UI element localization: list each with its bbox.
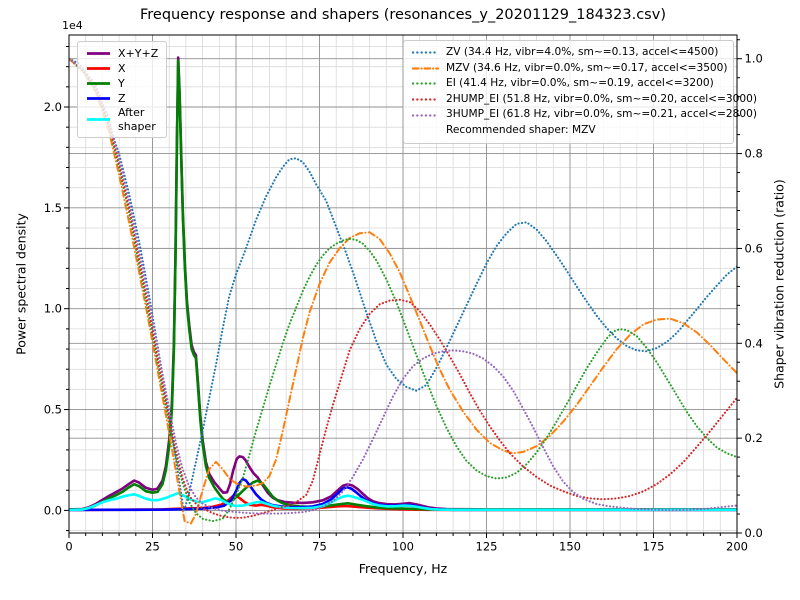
y-right-tick-label: 0.0 <box>745 526 763 540</box>
chart-title: Frequency response and shapers (resonanc… <box>140 7 666 23</box>
legend-label: Recommended shaper: MZV <box>446 124 596 137</box>
y-right-tick-label: 0.4 <box>745 336 763 350</box>
y-left-tick-label: 2.0 <box>44 100 62 114</box>
legend-sample-blank <box>412 125 439 136</box>
y-right-tick-label: 1.0 <box>745 52 763 66</box>
x-tick-label: 100 <box>392 540 414 554</box>
legend-label: X <box>118 61 126 75</box>
legend-row: MZV (34.6 Hz, vibr=0.0%, sm~=0.17, accel… <box>412 61 728 77</box>
series-2hump-ei-line <box>69 57 737 519</box>
legend-label: MZV (34.6 Hz, vibr=0.0%, sm~=0.17, accel… <box>446 61 728 74</box>
legend-label: Z <box>118 91 126 105</box>
y-left-tick-label: 1.0 <box>44 302 62 316</box>
y-axis-label-left: Power spectral density <box>13 213 29 355</box>
x-tick-label: 175 <box>643 540 665 554</box>
series-3hump-ei-line <box>69 57 737 515</box>
legend-line-sample-x-y-z <box>87 52 110 55</box>
legend-label: EI (41.4 Hz, vibr=0.0%, sm~=0.19, accel<… <box>446 77 714 90</box>
legend-line-sample-mzv <box>412 67 439 70</box>
legend-label: After shaper <box>118 106 156 133</box>
legend-line-sample-after-shaper <box>87 118 110 121</box>
x-tick-label: 125 <box>476 540 498 554</box>
legend-line-sample-z <box>87 97 110 100</box>
series-after-shaper-line <box>69 491 737 512</box>
tick-labels: 0 25 50 75 100 125 150 175 2000.00.51.01.52.00.0… <box>44 52 763 554</box>
series-zv-line <box>69 57 737 513</box>
legend-label: Y <box>118 76 125 90</box>
y-left-tick-label: 1.5 <box>44 201 62 215</box>
legend-shapers: ZV (34.4 Hz, vibr=4.0%, sm~=0.13, accel<… <box>403 40 757 144</box>
y-axis-label-right: Shaper vibration reduction (ratio) <box>771 179 787 389</box>
x-tick-label: 0 <box>65 540 72 554</box>
legend-label: 3HUMP_EI (61.8 Hz, vibr=0.0%, sm~=0.21, … <box>446 108 757 121</box>
legend-row: X+Y+Z <box>86 46 158 61</box>
x-tick-label: 25 <box>145 540 160 554</box>
legend-line-sample-y <box>87 82 110 85</box>
legend-line-sample-ei <box>412 82 439 86</box>
axis-ticks <box>64 39 742 538</box>
legend-label: 2HUMP_EI (51.8 Hz, vibr=0.0%, sm~=0.20, … <box>446 92 757 105</box>
legend-row: X <box>86 61 158 76</box>
legend-line-sample-3hump-ei <box>412 114 439 117</box>
legend-row: Y <box>86 76 158 91</box>
legend-label: X+Y+Z <box>118 46 159 60</box>
y-right-tick-label: 0.2 <box>745 431 763 445</box>
legend-line-sample-2hump-ei <box>412 98 439 101</box>
legend-label: ZV (34.4 Hz, vibr=4.0%, sm~=0.13, accel<… <box>446 46 719 59</box>
legend-row: ZV (34.4 Hz, vibr=4.0%, sm~=0.13, accel<… <box>412 45 725 61</box>
x-tick-label: 75 <box>312 540 327 554</box>
legend-psd: X+Y+Z X Y Z After shaper <box>77 41 168 138</box>
x-tick-label: 150 <box>559 540 581 554</box>
series-ei-line <box>69 57 737 523</box>
legend-row: EI (41.4 Hz, vibr=0.0%, sm~=0.19, accel<… <box>412 76 725 92</box>
legend-row: After shaper <box>86 106 158 133</box>
y-right-tick-label: 0.8 <box>745 147 763 161</box>
legend-row: Z <box>86 91 158 106</box>
legend-row: Recommended shaper: MZV <box>412 123 725 139</box>
x-tick-label: 50 <box>229 540 244 554</box>
y-axis-offset-label: 1e4 <box>62 19 83 32</box>
y-left-tick-label: 0.5 <box>44 403 62 417</box>
x-tick-label: 200 <box>726 540 748 554</box>
legend-row: 3HUMP_EI (61.8 Hz, vibr=0.0%, sm~=0.21, … <box>412 107 757 123</box>
y-left-tick-label: 0.0 <box>44 503 62 517</box>
x-axis-label: Frequency, Hz <box>358 561 448 576</box>
series-x-y-z-line <box>69 56 737 511</box>
y-right-tick-label: 0.6 <box>745 241 763 255</box>
legend-line-sample-x <box>87 67 110 70</box>
legend-line-sample-zv <box>412 51 439 54</box>
legend-row: 2HUMP_EI (51.8 Hz, vibr=0.0%, sm~=0.20, … <box>412 92 757 108</box>
